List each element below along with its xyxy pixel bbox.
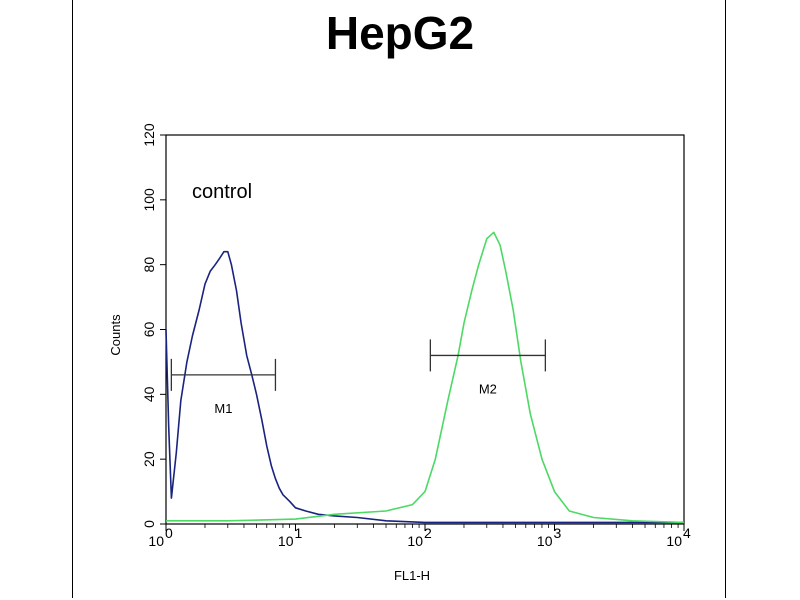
x-tick-base: 10 bbox=[278, 533, 294, 549]
x-tick-exponent: 1 bbox=[295, 525, 303, 541]
x-tick-base: 10 bbox=[666, 533, 682, 549]
x-tick-base: 10 bbox=[407, 533, 423, 549]
markers-layer: M1 M2 bbox=[170, 339, 547, 416]
y-tick-label: 20 bbox=[141, 451, 157, 467]
x-tick-exponent: 2 bbox=[424, 525, 432, 541]
x-tick-exponent: 0 bbox=[165, 525, 173, 541]
y-axis-ticks: 0 20 40 60 80 100 120 bbox=[141, 123, 166, 528]
y-tick-label: 100 bbox=[141, 188, 157, 212]
y-tick-label: 80 bbox=[141, 257, 157, 273]
figure-frame bbox=[72, 0, 726, 598]
x-axis-ticks: 10 0 10 1 10 2 10 3 10 4 bbox=[148, 524, 691, 549]
y-tick-label: 0 bbox=[141, 520, 157, 528]
marker-label: M1 bbox=[214, 401, 232, 416]
marker-label: M2 bbox=[479, 381, 497, 396]
series-layer bbox=[165, 231, 685, 524]
y-tick-label: 40 bbox=[141, 386, 157, 402]
x-axis-label: FL1-H bbox=[394, 568, 430, 583]
x-tick-base: 10 bbox=[148, 533, 164, 549]
chart-title: HepG2 bbox=[325, 7, 475, 59]
sample-series-line bbox=[166, 231, 685, 524]
x-tick-exponent: 4 bbox=[683, 525, 691, 541]
y-tick-label: 60 bbox=[141, 322, 157, 338]
y-axis-label: Counts bbox=[108, 314, 123, 356]
x-tick-exponent: 3 bbox=[554, 525, 562, 541]
control-series-line bbox=[165, 250, 684, 524]
control-annotation: control bbox=[192, 181, 252, 203]
y-tick-label: 120 bbox=[141, 123, 157, 147]
gate-marker-m2: M2 bbox=[429, 339, 547, 396]
gate-marker-m1: M1 bbox=[170, 358, 277, 416]
x-tick-base: 10 bbox=[537, 533, 553, 549]
